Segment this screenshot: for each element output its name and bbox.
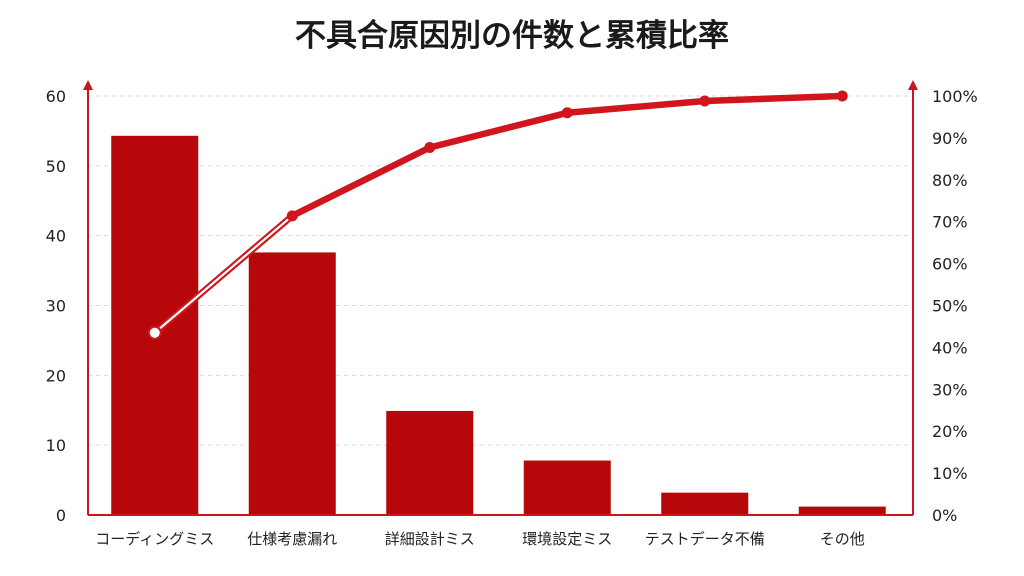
y2-tick-label: 20% (932, 422, 968, 441)
chart-title: 不具合原因別の件数と累積比率 (295, 18, 729, 54)
bar (661, 492, 749, 515)
y2-tick-label: 60% (932, 255, 968, 274)
bar (798, 506, 886, 515)
y2-tick-label: 40% (932, 338, 968, 357)
cumulative-point (424, 142, 436, 154)
cumulative-line-highlight (153, 214, 294, 334)
y2-tick-label: 10% (932, 464, 968, 483)
x-category-label: 詳細設計ミス (385, 530, 475, 548)
y2-tick-label: 80% (932, 171, 968, 190)
y2-tick-label: 0% (932, 506, 957, 525)
y2-tick-label: 30% (932, 380, 968, 399)
bar (111, 135, 199, 515)
cumulative-point (561, 107, 573, 119)
y-tick-label: 50 (46, 157, 66, 176)
y-tick-label: 40 (46, 227, 66, 246)
cumulative-point (286, 210, 298, 222)
y-tick-label: 10 (46, 436, 66, 455)
x-category-label: 仕様考慮漏れ (247, 530, 337, 548)
x-category-label: コーディングミス (95, 530, 214, 548)
y2-tick-label: 70% (932, 213, 968, 232)
y2-tick-label: 50% (932, 297, 968, 316)
x-category-label: 環境設定ミス (522, 530, 612, 548)
y2-axis-arrow (908, 80, 918, 90)
y2-tick-label: 100% (932, 87, 978, 106)
y-tick-label: 0 (56, 506, 66, 525)
bar (523, 460, 611, 515)
cumulative-point (147, 325, 162, 340)
x-category-label: その他 (820, 530, 865, 548)
y-tick-label: 60 (46, 87, 66, 106)
bar (248, 252, 336, 515)
cumulative-point (836, 90, 848, 102)
y-tick-label: 30 (46, 297, 66, 316)
x-category-label: テストデータ不備 (645, 530, 765, 548)
y2-tick-label: 90% (932, 129, 968, 148)
y-tick-label: 20 (46, 366, 66, 385)
bar (386, 410, 474, 515)
y-axis-arrow (83, 80, 93, 90)
cumulative-point (699, 95, 711, 107)
